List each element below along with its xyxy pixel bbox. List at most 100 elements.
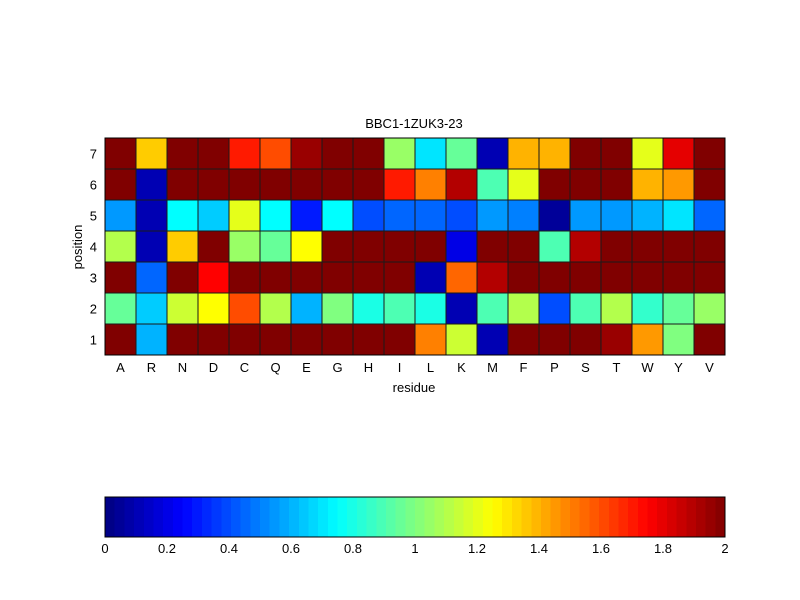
heatmap-cell [569, 199, 602, 232]
colorbar-segment [114, 497, 125, 537]
heatmap-cell [631, 168, 664, 201]
colorbar-segment [705, 497, 716, 537]
heatmap-cell [538, 261, 571, 294]
x-tick-label: P [550, 360, 559, 375]
heatmap-cell [538, 168, 571, 201]
heatmap-cell [104, 323, 137, 356]
heatmap-cell [538, 292, 571, 325]
heatmap-cell [166, 137, 199, 170]
heatmap-cell [569, 137, 602, 170]
heatmap-cell [600, 292, 633, 325]
y-axis-title: position [70, 225, 85, 270]
x-tick-label: S [581, 360, 590, 375]
x-tick-label: H [364, 360, 373, 375]
colorbar-tick-label: 1.6 [592, 541, 610, 556]
heatmap-cell [228, 137, 261, 170]
heatmap-cell [662, 168, 695, 201]
colorbar-segment [570, 497, 581, 537]
x-tick-label: V [705, 360, 714, 375]
colorbar-segment [473, 497, 484, 537]
heatmap-cell [507, 168, 540, 201]
colorbar-segment [676, 497, 687, 537]
colorbar-tick-label: 0.8 [344, 541, 362, 556]
heatmap-cell [290, 261, 323, 294]
x-axis-title: residue [393, 380, 436, 395]
colorbar-tick-label: 1.2 [468, 541, 486, 556]
heatmap-cell [693, 292, 726, 325]
heatmap-cell [569, 292, 602, 325]
heatmap-cell [383, 292, 416, 325]
heatmap-cell [476, 323, 509, 356]
heatmap-cell [259, 168, 292, 201]
heatmap-cell [228, 230, 261, 263]
heatmap-cell [228, 323, 261, 356]
x-tick-label: Q [270, 360, 280, 375]
colorbar-segment [608, 497, 620, 537]
colorbar-tick-label: 1.4 [530, 541, 548, 556]
heatmap-cell [321, 230, 354, 263]
heatmap-cell [569, 168, 602, 201]
colorbar-segment [308, 497, 319, 537]
colorbar-segment [405, 497, 416, 537]
heatmap-cell [538, 137, 571, 170]
heatmap-cell [414, 168, 447, 201]
colorbar-segment [124, 497, 135, 537]
colorbar-tick-labels: 0 0.2 0.4 0.6 0.8 1 1.2 1.4 1.6 1.8 2 [101, 541, 728, 556]
heatmap-cell [445, 168, 478, 201]
heatmap-cell [352, 230, 385, 263]
x-tick-label: M [487, 360, 498, 375]
heatmap-cell [135, 137, 168, 170]
colorbar-segment [366, 497, 377, 537]
colorbar-segment [201, 497, 213, 537]
colorbar-segment [240, 497, 251, 537]
heatmap-cell [352, 168, 385, 201]
heatmap-cell [166, 261, 199, 294]
heatmap-cell [228, 168, 261, 201]
y-tick-label: 7 [90, 147, 97, 162]
colorbar-segment [589, 497, 600, 537]
heatmap-cell [631, 230, 664, 263]
heatmap-cell [228, 261, 261, 294]
heatmap-cell [600, 323, 633, 356]
heatmap-cell [538, 323, 571, 356]
colorbar-segment [134, 497, 145, 537]
heatmap-cell [290, 168, 323, 201]
heatmap-cell [693, 137, 726, 170]
heatmap-cell [104, 168, 137, 201]
colorbar-segment [453, 497, 465, 537]
heatmap-cell [290, 323, 323, 356]
heatmap-cell [290, 292, 323, 325]
heatmap-cell [321, 261, 354, 294]
heatmap-cell [476, 199, 509, 232]
heatmap-cell [352, 323, 385, 356]
colorbar-segment [395, 497, 406, 537]
colorbar-segment [211, 497, 222, 537]
y-tick-label: 1 [90, 333, 97, 348]
heatmap-cell [414, 137, 447, 170]
heatmap-cell [352, 292, 385, 325]
heatmap-cell [631, 292, 664, 325]
colorbar-segment [318, 497, 329, 537]
heatmap-cell [197, 261, 230, 294]
colorbar-segment [657, 497, 668, 537]
heatmap-cell [445, 292, 478, 325]
heatmap-cell [135, 230, 168, 263]
colorbar-tick-label: 2 [721, 541, 728, 556]
colorbar-segment [521, 497, 532, 537]
heatmap-cell [538, 230, 571, 263]
colorbar-segment [182, 497, 193, 537]
heatmap-cell [228, 292, 261, 325]
heatmap-cell [538, 199, 571, 232]
colorbar-segment [153, 497, 164, 537]
heatmap-cell [290, 230, 323, 263]
heatmap-cell [135, 292, 168, 325]
heatmap-cell [476, 137, 509, 170]
heatmap-cell [476, 230, 509, 263]
y-tick-label: 3 [90, 271, 97, 286]
colorbar-segment [172, 497, 184, 537]
heatmap-cell [290, 137, 323, 170]
x-tick-label: L [427, 360, 434, 375]
heatmap-cell [383, 168, 416, 201]
heatmap-cell [352, 199, 385, 232]
y-tick-label: 6 [90, 178, 97, 193]
